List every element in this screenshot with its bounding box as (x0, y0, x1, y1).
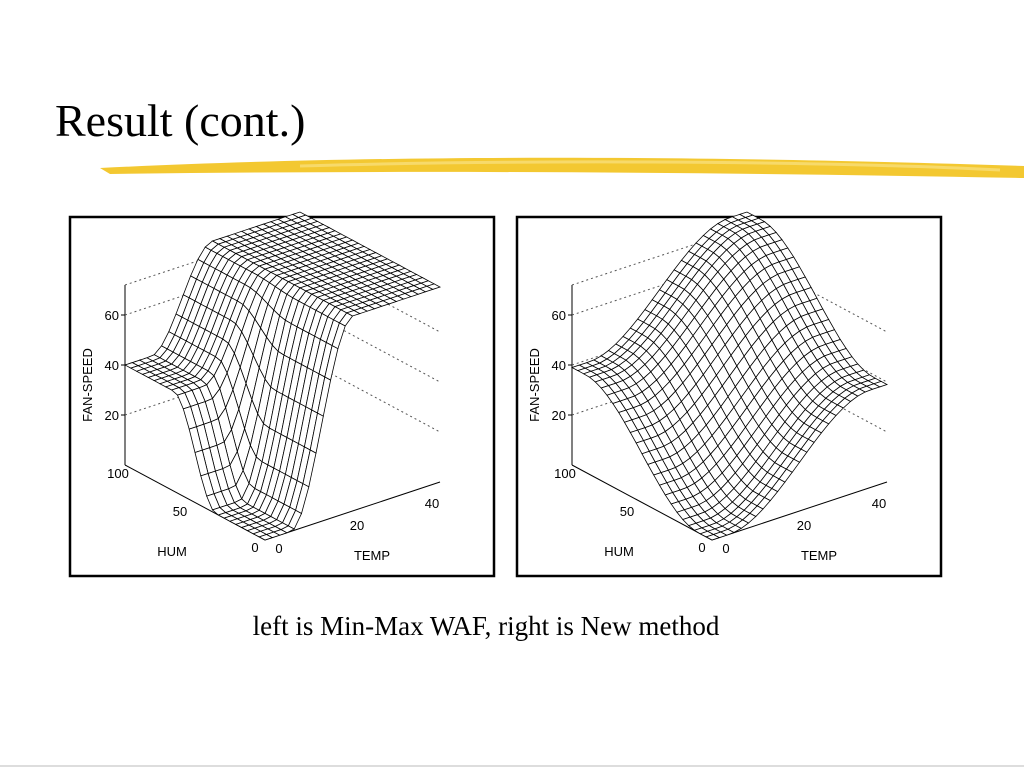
temp-axis (264, 481, 441, 541)
wall-grid (571, 256, 748, 316)
surface-cell (705, 534, 721, 541)
temp-tick-label: 0 (275, 541, 282, 556)
z-tick-label: 40 (105, 358, 119, 373)
figure-right: 20 40 60 0 50 100 0 20 40 HUM TEMP FAN-SPEED (515, 211, 943, 578)
z-label: FAN-SPEED (527, 348, 542, 422)
wall-grid (571, 226, 748, 286)
z-tick-label: 60 (105, 308, 119, 323)
temp-tick-label: 20 (350, 518, 364, 533)
hum-tick-label: 100 (554, 466, 576, 481)
title-underline-highlight (299, 160, 1001, 172)
temp-axis (711, 481, 888, 541)
caption: left is Min-Max WAF, right is New method (253, 611, 720, 641)
hum-label: HUM (604, 544, 634, 559)
temp-tick-label: 40 (872, 496, 886, 511)
wall-grid (124, 256, 301, 316)
wall-grid (571, 306, 748, 366)
temp-tick-label: 0 (722, 541, 729, 556)
hum-label: HUM (157, 544, 187, 559)
wall-grid (124, 356, 301, 416)
z-tick-label: 20 (105, 408, 119, 423)
hum-tick-label: 50 (620, 504, 634, 519)
surface-cell (258, 534, 274, 541)
z-tick-label: 40 (552, 358, 566, 373)
hum-tick-label: 100 (107, 466, 129, 481)
z-tick-label: 20 (552, 408, 566, 423)
hum-tick-label: 0 (698, 540, 705, 555)
wall-grid (571, 356, 748, 416)
z-label: FAN-SPEED (80, 348, 95, 422)
temp-tick-label: 40 (425, 496, 439, 511)
temp-label: TEMP (801, 548, 837, 563)
hum-tick-label: 0 (251, 540, 258, 555)
z-tick-label: 60 (552, 308, 566, 323)
temp-label: TEMP (354, 548, 390, 563)
temp-tick-label: 20 (797, 518, 811, 533)
figure-left: 20 40 60 0 50 100 0 20 40 HUM TEMP FAN-SPEED (68, 211, 496, 578)
wall-grid (124, 226, 301, 286)
hum-tick-label: 50 (173, 504, 187, 519)
slide-title: Result (cont.) (55, 95, 305, 146)
hum-axis (571, 464, 713, 541)
